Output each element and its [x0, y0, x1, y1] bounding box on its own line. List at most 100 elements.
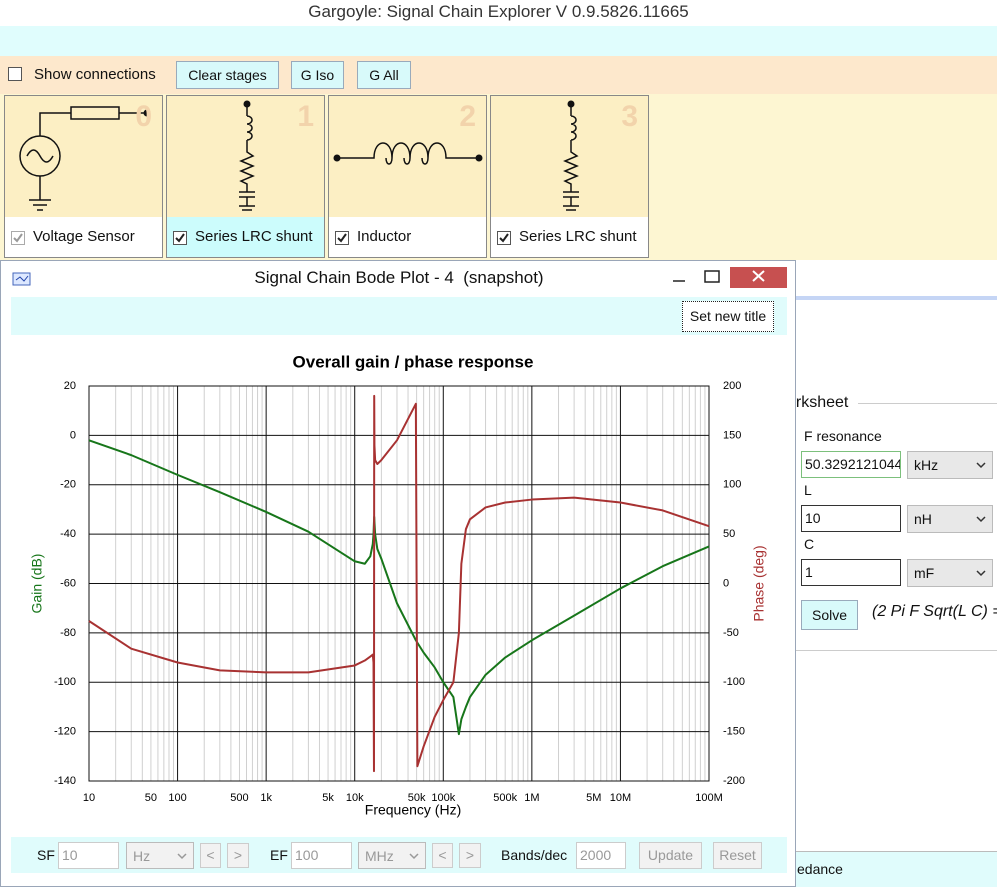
label: Bands/dec	[501, 847, 568, 863]
x-tick-label: 100M	[695, 792, 723, 804]
group-border	[795, 650, 997, 651]
field-label: L	[804, 482, 812, 498]
y2-tick-label: 150	[723, 429, 741, 441]
plot-frame	[88, 385, 710, 782]
formula: (2 Pi F Sqrt(L C) =	[872, 603, 997, 620]
y2-tick-label: -200	[723, 775, 745, 787]
title-strip: Set new title	[11, 297, 787, 335]
y2-tick-label: 0	[723, 577, 729, 589]
checkbox[interactable]	[497, 231, 511, 245]
dropdown[interactable]: nH	[907, 505, 993, 533]
window-controls	[673, 267, 787, 288]
button[interactable]: Clear stages	[176, 61, 279, 89]
check-mark	[337, 233, 347, 243]
close-button[interactable]	[730, 267, 787, 288]
y2-tick-label: 200	[723, 380, 741, 392]
y2-tick-label: -150	[723, 726, 745, 738]
dropdown-value: MHz	[365, 848, 394, 864]
field-label: C	[804, 536, 815, 552]
stage-icon	[19, 106, 151, 211]
x-tick-label: 50	[145, 792, 157, 804]
x-tick-label: 5M	[586, 792, 601, 804]
x-tick-label: 10k	[346, 792, 364, 804]
button[interactable]: G All	[357, 61, 411, 89]
checkbox-label: Show connections	[34, 66, 156, 83]
y2-tick-label: -50	[723, 627, 739, 639]
stage-label: Series LRC shunt	[491, 217, 648, 257]
window-icon	[12, 272, 31, 286]
prev-button[interactable]: <	[200, 843, 221, 868]
stage-number: 3	[621, 100, 638, 133]
stage-card[interactable]: 2 Inductor	[328, 95, 487, 258]
stage-card[interactable]: 3 Series LRC shunt	[490, 95, 649, 258]
y-tick-label: 20	[64, 380, 76, 392]
update-button[interactable]: Update	[639, 842, 702, 869]
x-tick-label: 100k	[431, 792, 455, 804]
checkbox[interactable]	[173, 231, 187, 245]
x-tick-label: 10	[83, 792, 95, 804]
field-label: F resonance	[804, 428, 882, 444]
x-tick-label: 5k	[322, 792, 334, 804]
y-tick-label: -60	[60, 577, 76, 589]
text-input[interactable]: 2000	[576, 842, 626, 869]
y-tick-label: -120	[54, 726, 76, 738]
checkbox[interactable]	[335, 231, 349, 245]
maximize-button[interactable]	[704, 270, 720, 283]
stage-number: 2	[459, 100, 476, 133]
status-text: edance	[797, 861, 843, 877]
dropdown[interactable]: MHz	[358, 842, 426, 869]
text-input[interactable]: 1	[801, 559, 901, 586]
stage-icon	[563, 100, 579, 211]
bode-window: Signal Chain Bode Plot - 4 (snapshot) Se…	[0, 260, 796, 887]
x-tick-label: 500	[230, 792, 248, 804]
button[interactable]: G Iso	[291, 61, 344, 89]
set-title-button[interactable]: Set new title	[682, 301, 774, 332]
series-line	[88, 394, 710, 773]
reset-button[interactable]: Reset	[713, 842, 762, 869]
window-title: Gargoyle: Signal Chain Explorer V 0.9.58…	[308, 2, 689, 21]
dropdown[interactable]: Hz	[126, 842, 194, 869]
dropdown[interactable]: mF	[907, 559, 993, 587]
bode-chart: Overall gain / phase response Frequency …	[29, 352, 767, 817]
x-tick-label: 50k	[408, 792, 426, 804]
label: EF	[270, 847, 288, 863]
dropdown[interactable]: kHz	[907, 451, 993, 479]
next-button[interactable]: >	[459, 843, 481, 868]
text-input[interactable]: 10	[801, 505, 901, 532]
stage-icon	[239, 100, 255, 211]
text-input[interactable]: 100	[291, 842, 352, 869]
x-tick-label: 100	[168, 792, 186, 804]
menu-band	[0, 26, 997, 56]
stage-card[interactable]: 1 Series LRC shunt	[166, 95, 325, 258]
y-tick-label: -140	[54, 775, 76, 787]
group-border	[858, 403, 997, 404]
solve-button[interactable]: Solve	[801, 600, 858, 630]
checkbox[interactable]	[11, 231, 25, 245]
check-mark	[13, 233, 23, 243]
stage-number: 1	[297, 100, 314, 133]
group-title: orksheet	[787, 394, 849, 411]
x-tick-label: 1k	[260, 792, 272, 804]
window-title: Signal Chain Bode Plot - 4 (snapshot)	[254, 268, 544, 287]
prev-button[interactable]: <	[432, 843, 453, 868]
dropdown-value: mF	[914, 565, 935, 581]
close-icon	[752, 270, 765, 282]
stage-area: 0 Voltage Sensor 1 Series LRC shunt 2 I	[0, 94, 997, 260]
checkbox[interactable]	[8, 67, 22, 81]
label: SF	[37, 847, 55, 863]
y-tick-label: -80	[60, 627, 76, 639]
stage-number: 0	[135, 100, 152, 133]
text-input[interactable]: 50.3292121044	[801, 451, 901, 478]
x-tick-label: 1M	[524, 792, 539, 804]
stage-label: Inductor	[329, 217, 486, 257]
next-button[interactable]: >	[227, 843, 249, 868]
dropdown-value: kHz	[914, 457, 939, 473]
x-tick-label: 10M	[610, 792, 631, 804]
check-mark	[175, 233, 185, 243]
stage-label: Series LRC shunt	[167, 217, 324, 257]
y-tick-label: -100	[54, 676, 76, 688]
y2-axis-label: Phase (deg)	[751, 545, 767, 621]
text-input[interactable]: 10	[58, 842, 119, 869]
stage-card[interactable]: 0 Voltage Sensor	[4, 95, 163, 258]
